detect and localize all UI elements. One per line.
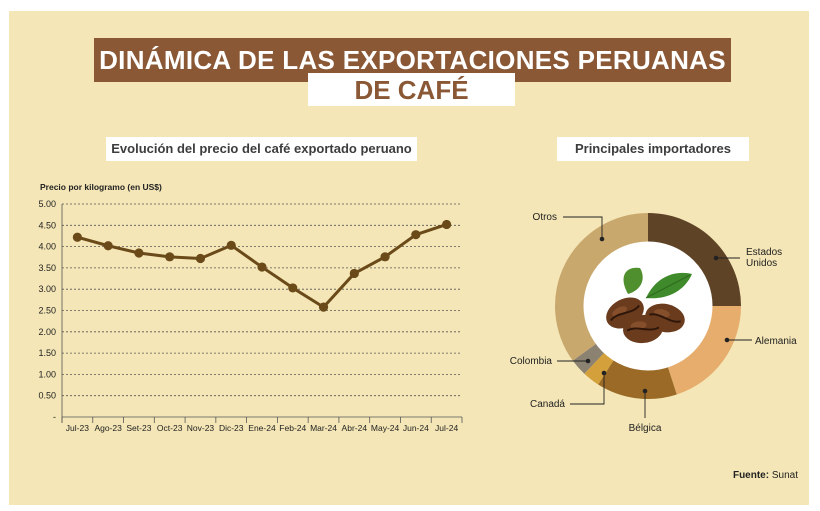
y-tick-label: - <box>53 412 56 422</box>
y-tick-label: 1.50 <box>38 348 56 358</box>
y-tick-label: 2.50 <box>38 306 56 316</box>
data-point <box>134 248 144 258</box>
donut-slice <box>572 342 606 374</box>
x-tick-label: May-24 <box>371 423 400 433</box>
x-tick-label: Dic-23 <box>219 423 244 433</box>
callout-line <box>570 373 605 405</box>
slice-label: Canadá <box>530 399 565 410</box>
x-tick-label: Oct-23 <box>157 423 183 433</box>
leaf-vein <box>645 274 691 299</box>
source-note: Fuente: Sunat <box>733 470 798 481</box>
slice-label-line: Otros <box>533 212 557 223</box>
donut-slice <box>554 213 648 361</box>
slice-label: Estados Unidos <box>746 247 782 269</box>
y-tick-label: 1.00 <box>38 369 56 379</box>
bean-crease <box>626 326 660 332</box>
x-tick-label: Abr-24 <box>342 423 368 433</box>
x-tick-label: Jul-24 <box>435 423 458 433</box>
title-line-1: DINÁMICA DE LAS EXPORTACIONES PERUANAS <box>94 38 731 82</box>
line-chart-ylabel: Precio por kilogramo (en US$) <box>40 182 162 192</box>
y-tick-label: 2.00 <box>38 327 56 337</box>
slice-label: Bélgica <box>629 423 662 434</box>
coffee-beans-icon <box>606 267 692 344</box>
x-tick-label: Mar-24 <box>310 423 337 433</box>
x-tick-label: Feb-24 <box>279 423 306 433</box>
callout-dot <box>599 236 605 242</box>
donut-center-ring <box>583 241 713 371</box>
x-tick-label: Nov-23 <box>187 423 215 433</box>
callout-line <box>563 216 603 239</box>
slice-label: Alemania <box>755 336 797 347</box>
y-tick-label: 4.00 <box>38 242 56 252</box>
donut-slice <box>667 306 741 395</box>
bean-highlight <box>630 321 647 330</box>
y-tick-label: 5.00 <box>38 199 56 209</box>
data-point <box>72 232 82 242</box>
callout-dot <box>724 337 730 343</box>
data-point <box>226 240 236 250</box>
y-tick-label: 3.50 <box>38 263 56 273</box>
donut-slice <box>648 213 741 306</box>
data-point <box>442 219 452 230</box>
data-point <box>195 253 206 264</box>
donut-center <box>586 244 710 368</box>
slice-label-line: Bélgica <box>629 423 662 434</box>
callout-dot <box>601 370 607 376</box>
callout-dot <box>585 358 591 364</box>
callout-dot <box>642 388 648 394</box>
slice-label-line: Canadá <box>530 399 565 410</box>
x-tick-label: Ago-23 <box>94 423 122 433</box>
x-tick-label: Ene-24 <box>248 423 276 433</box>
line-chart-title: Evolución del precio del café exportado … <box>106 137 417 161</box>
x-tick-label: Set-23 <box>126 423 151 433</box>
x-tick-label: Jun-24 <box>403 423 429 433</box>
source-value: Sunat <box>771 470 798 481</box>
bean-highlight <box>612 306 627 317</box>
y-tick-label: 3.00 <box>38 284 56 294</box>
x-tick-label: Jul-23 <box>66 423 89 433</box>
slice-label-line: Colombia <box>510 356 553 367</box>
data-point <box>288 283 298 293</box>
slice-label-line: Estados <box>746 247 782 258</box>
slice-label: Otros <box>533 212 557 223</box>
coffee-leaf <box>623 267 643 294</box>
source-label: Fuente: <box>732 470 770 481</box>
slice-label-line: Unidos <box>746 258 777 269</box>
data-point <box>349 268 359 279</box>
donut-slice <box>584 351 615 385</box>
callout-dot <box>713 255 719 261</box>
y-tick-label: 0.50 <box>38 391 56 401</box>
data-point <box>411 230 421 240</box>
slice-label-line: Alemania <box>755 336 797 347</box>
data-point <box>318 302 329 312</box>
data-point <box>103 241 113 251</box>
pie-chart-title: Principales importadores <box>557 137 749 161</box>
bean-crease <box>649 313 681 323</box>
y-tick-label: 4.50 <box>38 220 56 230</box>
data-point <box>257 262 267 272</box>
data-point <box>165 252 175 262</box>
data-point <box>380 252 390 262</box>
title-line-2: DE CAFÉ <box>308 73 515 106</box>
bean-crease <box>610 304 640 322</box>
slice-label: Colombia <box>510 356 553 367</box>
